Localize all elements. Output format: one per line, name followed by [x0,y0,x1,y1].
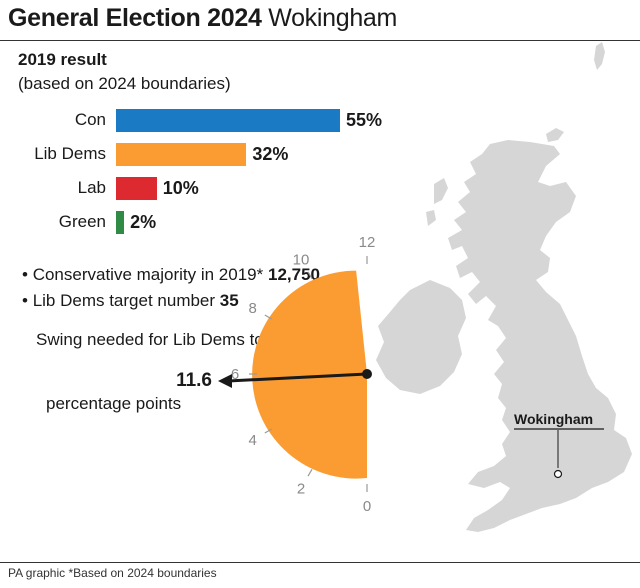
gauge-tick-label-2: 2 [297,480,305,497]
fact-target-label: Lib Dems target number [32,291,216,310]
gauge-tick-label-0: 0 [363,498,371,515]
bar-label-green: Green [58,212,106,231]
swing-label: Swing needed for Lib Dems to gain: [36,330,306,349]
hebrides-south-shape [426,210,436,226]
bar-value-con: 55% [346,110,383,130]
result-heading: 2019 result [18,50,107,69]
gauge-tick-label-10: 10 [293,252,310,269]
orkney-shape [546,128,564,142]
bar-lib-dems [116,143,247,166]
uk-map: Wokingham [376,42,632,532]
gauge-needle-hub [362,369,372,379]
swing-unit: percentage points [46,394,182,413]
hebrides-shape [434,178,448,204]
fact-target: • Lib Dems target number 35 [22,291,239,311]
bar-label-con: Con [74,110,106,129]
title-bold: General Election 2024 [8,4,262,32]
page-title: General Election 2024 Wokingham [8,4,397,33]
shetland-shape [594,42,605,70]
bar-value-lab: 10% [162,178,199,198]
gauge-tick-label-12: 12 [359,234,376,251]
result-subheading: (based on 2024 boundaries) [18,74,231,93]
bar-lab [116,177,157,200]
wokingham-marker [553,469,563,479]
bullet-icon: • [22,265,28,284]
bar-label-lab: Lab [77,178,106,197]
bar-label-lib-dems: Lib Dems [34,144,106,163]
bullet-icon: • [22,291,28,310]
swing-value: 11.6 [176,370,212,391]
footer-credit: PA graphic *Based on 2024 boundaries [8,566,217,580]
ireland-shape [376,280,466,394]
bar-value-lib-dems: 32% [252,144,289,164]
footer-divider [0,562,640,563]
bar-value-green: 2% [130,212,157,232]
great-britain-shape [448,140,632,532]
title-divider [0,40,640,41]
gauge-fill [252,270,367,479]
gauge-tick-2 [307,468,313,477]
gauge-tick-label-4: 4 [249,432,257,449]
uk-landmass [376,42,632,532]
gauge-tick-10 [307,271,313,280]
title-constituency: Wokingham [268,4,398,32]
gauge-needle [227,372,368,383]
fact-majority-value: 12,750 [267,265,320,284]
gauge-tick-8 [264,314,273,320]
bar-green [116,211,125,234]
gauge-tick-4 [264,428,273,434]
bar-con [116,109,340,132]
fact-majority: • Conservative majority in 2019* 12,750 [22,265,320,285]
gauge-needle-arrow [218,374,232,388]
fact-target-value: 35 [219,291,239,310]
marker-label: Wokingham [514,411,593,427]
gauge-tick-label-8: 8 [249,300,257,317]
fact-majority-label: Conservative majority in 2019* [32,265,264,284]
gauge-tick-label-6: 6 [231,366,239,383]
